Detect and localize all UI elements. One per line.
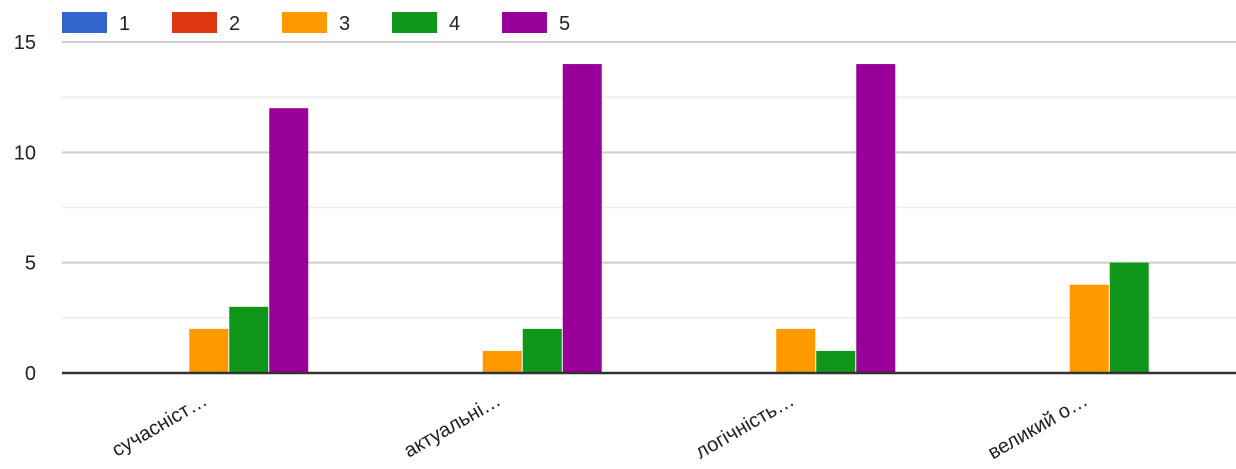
legend-item[interactable]: 2 [172,12,240,35]
bar[interactable] [1109,262,1149,373]
legend-item[interactable]: 5 [502,12,570,35]
legend-item[interactable]: 1 [62,12,130,35]
bar[interactable] [269,108,309,373]
legend-swatch [282,12,327,33]
bar[interactable] [229,306,269,373]
legend-swatch [62,12,107,33]
bar[interactable] [776,328,816,373]
bar[interactable] [522,328,562,373]
bar[interactable] [1069,284,1109,373]
legend-label: 5 [559,13,570,35]
legend-label: 2 [229,13,240,35]
legend-label: 1 [119,13,130,35]
y-tick-label: 5 [25,253,36,275]
x-tick-label: великий о… [984,389,1092,464]
x-tick-label: актуальні… [400,389,505,462]
legend-item[interactable]: 3 [282,12,350,35]
legend: 1 2 3 4 5 [62,12,570,35]
y-tick-label: 10 [14,142,36,164]
gridlines [62,41,1236,319]
bar[interactable] [562,64,602,374]
bar[interactable] [856,64,896,374]
bar[interactable] [482,350,522,373]
bar[interactable] [189,328,229,373]
legend-label: 4 [449,13,460,35]
legend-swatch [502,12,547,33]
legend-label: 3 [339,13,350,35]
legend-swatch [392,12,437,33]
x-tick-label: логічність… [692,389,798,463]
legend-item[interactable]: 4 [392,12,460,35]
bar[interactable] [816,350,856,373]
y-tick-label: 0 [25,363,36,385]
x-tick-label: сучасніст… [108,389,211,461]
bars [189,64,1149,374]
y-tick-label: 15 [14,32,36,54]
legend-swatch [172,12,217,33]
